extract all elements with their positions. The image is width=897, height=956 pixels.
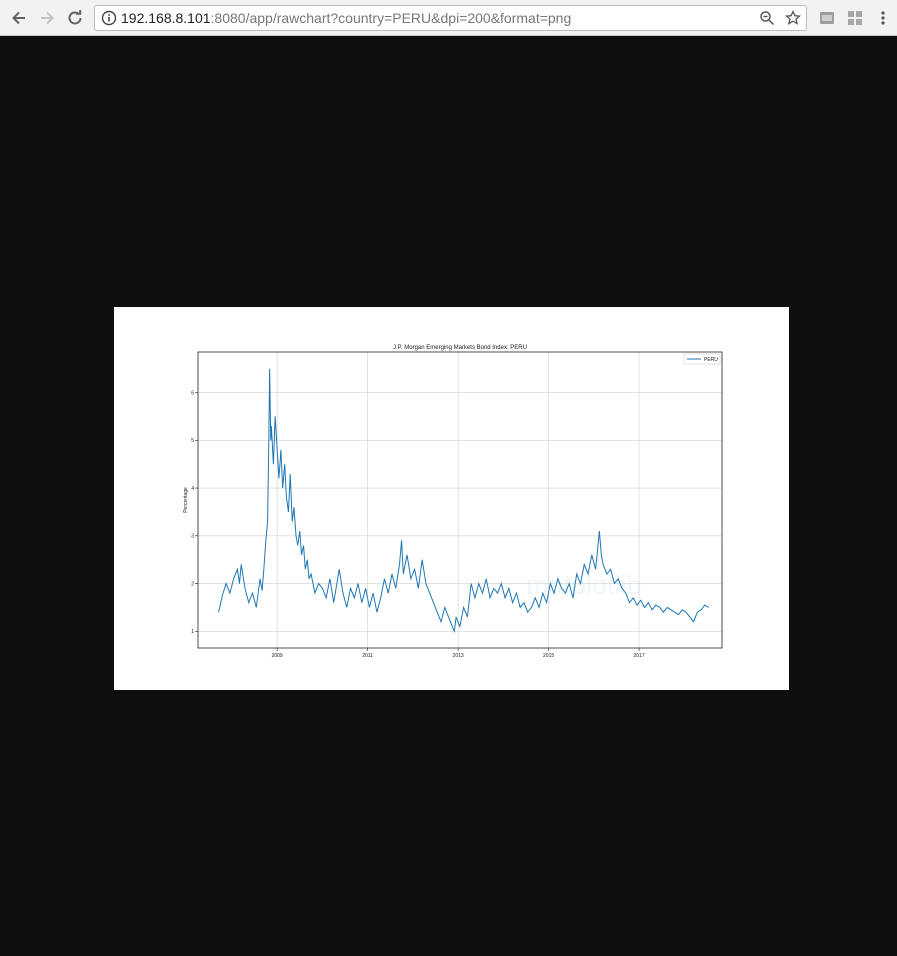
- chart-grid: [198, 352, 722, 648]
- browser-toolbar: 192.168.8.101:8080/app/rawchart?country=…: [0, 0, 897, 36]
- star-icon[interactable]: [785, 10, 801, 26]
- extension-icon[interactable]: [847, 10, 863, 26]
- chart-title: J.P. Morgan Emerging Markets Bond Index:…: [393, 345, 527, 351]
- y-tick-label: 4: [191, 486, 194, 492]
- y-tick-label: 6: [191, 390, 194, 396]
- x-tick-label: 2015: [543, 653, 554, 659]
- legend-box: [683, 353, 721, 365]
- x-tick-label: 2011: [362, 653, 373, 659]
- plot-frame: [197, 351, 723, 649]
- x-tick-label: 2017: [634, 653, 645, 659]
- y-axis-label: Percentage: [183, 487, 189, 513]
- chart-image: matplotlib 2009 2011 2013 2015 2017 1 2 3 4 5 6 J…: [114, 307, 789, 690]
- url-path: :8080/app/rawchart?country=PERU&dpi=200&…: [210, 10, 572, 26]
- y-tick-label: 1: [191, 629, 194, 635]
- back-arrow-icon[interactable]: [7, 6, 31, 30]
- reload-icon[interactable]: [63, 6, 87, 30]
- menu-icon[interactable]: [875, 10, 891, 26]
- legend: PERU: [683, 353, 721, 365]
- extension-icon[interactable]: [819, 10, 835, 26]
- x-tick-label: 2009: [272, 653, 283, 659]
- y-tick-label: 3: [191, 534, 194, 540]
- info-icon[interactable]: [101, 10, 117, 26]
- y-axis-ticks: 1 2 3 4 5 6: [191, 390, 198, 635]
- forward-arrow-icon[interactable]: [35, 6, 59, 30]
- url-host: 192.168.8.101: [121, 10, 211, 26]
- address-bar[interactable]: 192.168.8.101:8080/app/rawchart?country=…: [94, 5, 807, 31]
- x-tick-label: 2013: [453, 653, 464, 659]
- series-line-peru: [218, 368, 709, 634]
- legend-label: PERU: [704, 357, 718, 363]
- y-tick-label: 5: [191, 438, 194, 444]
- y-tick-label: 2: [191, 581, 194, 587]
- watermark: matplotlib: [526, 570, 642, 600]
- line-chart: matplotlib 2009 2011 2013 2015 2017 1 2 3 4 5 6 J…: [183, 345, 723, 659]
- url-text[interactable]: 192.168.8.101:8080/app/rawchart?country=…: [121, 10, 571, 26]
- x-axis-ticks: 2009 2011 2013 2015 2017: [272, 648, 645, 659]
- zoom-icon[interactable]: [759, 10, 775, 26]
